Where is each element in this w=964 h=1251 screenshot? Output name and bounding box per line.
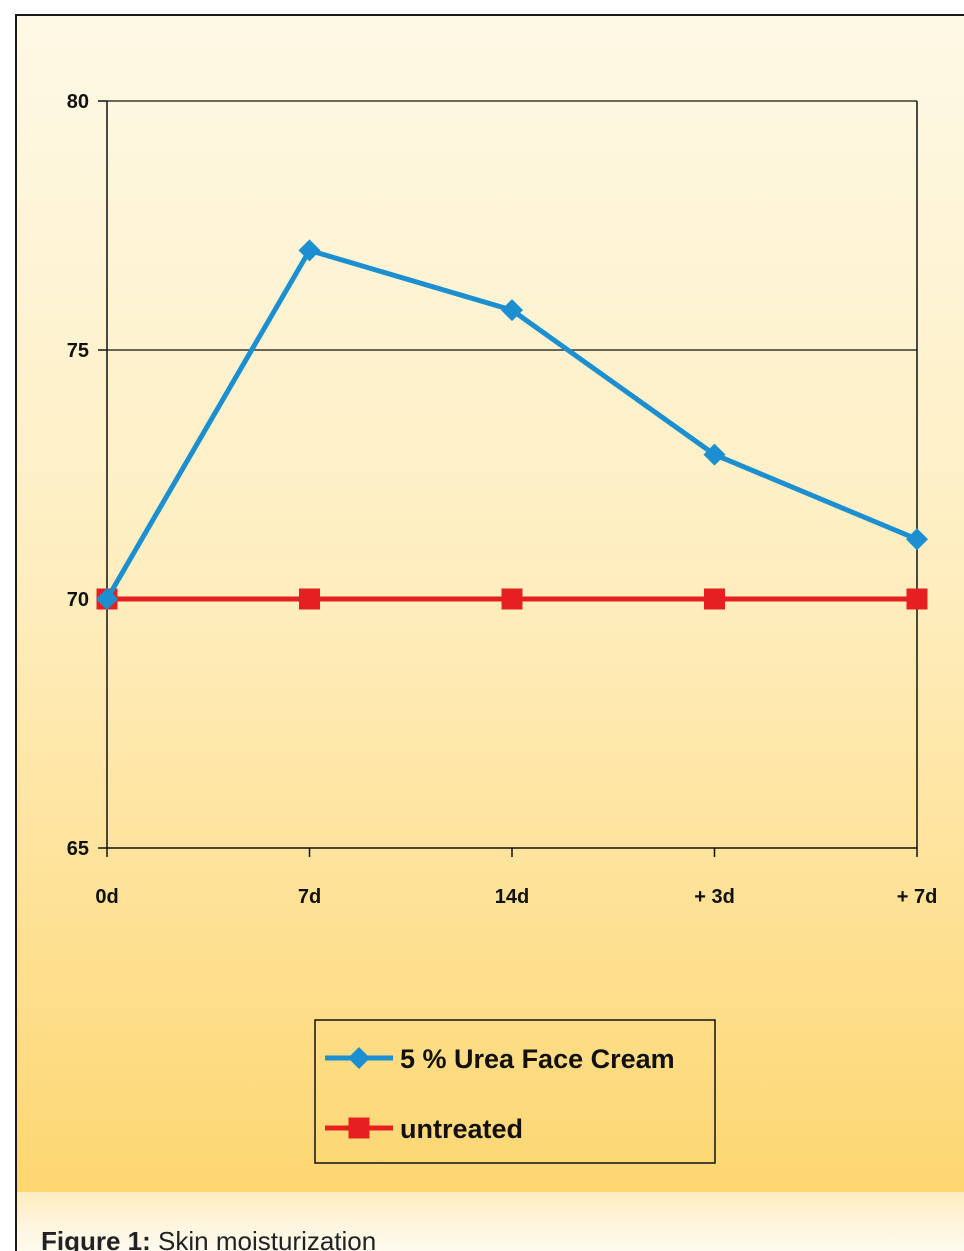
y-tick-label-75: 75 (67, 340, 89, 362)
figure-caption: Figure 1: Skin moisturization (41, 1226, 376, 1251)
legend-marker (348, 1047, 370, 1069)
y-tick-label-80: 80 (67, 91, 89, 113)
series-untreated (96, 588, 928, 610)
data-point-square-4 (906, 588, 928, 610)
data-point-diamond-4 (906, 528, 928, 551)
y-tick-label-70: 70 (67, 589, 89, 611)
y-tick-label-65: 65 (67, 838, 89, 860)
caption-text: Skin moisturization (158, 1226, 377, 1251)
data-point-square-3 (704, 588, 725, 610)
legend-entry-0: 5 % Urea Face Cream (325, 1044, 675, 1074)
tick-labels: 65 70 75 80 0d 7d 14d + 3d + 7d (67, 91, 938, 908)
caption-label: Figure 1: (41, 1226, 151, 1251)
x-tick-label-2: 14d (495, 886, 529, 908)
figure-panel: 65 70 75 80 0d 7d 14d + 3d + 7d 5 % Urea Face Cr… (15, 14, 964, 1251)
legend-marker (348, 1117, 370, 1139)
data-point-square-1 (299, 588, 320, 610)
data-point-diamond-1 (298, 239, 321, 262)
legend-label: 5 % Urea Face Cream (400, 1044, 675, 1074)
series-group (96, 239, 928, 610)
data-point-diamond-3 (703, 443, 726, 466)
data-point-diamond-0 (96, 588, 118, 610)
caption-bar (17, 1192, 964, 1251)
x-tick-label-0: 0d (95, 886, 118, 908)
grid-lines (107, 100, 917, 600)
legend-entry-1: untreated (325, 1114, 523, 1144)
legend: 5 % Urea Face Cream untreated (314, 1019, 716, 1164)
x-tick-label-1: 7d (298, 886, 321, 908)
x-tick-label-4: + 7d (897, 886, 938, 908)
line-chart: 65 70 75 80 0d 7d 14d + 3d + 7d 5 % Urea Face Cr… (67, 91, 938, 1164)
series-5-urea-face-cream (96, 239, 928, 610)
data-point-square-2 (501, 588, 523, 610)
legend-label: untreated (400, 1114, 523, 1144)
data-point-diamond-2 (501, 299, 523, 322)
legend-box (314, 1019, 716, 1164)
axes (98, 100, 918, 857)
x-tick-label-3: + 3d (694, 886, 735, 908)
